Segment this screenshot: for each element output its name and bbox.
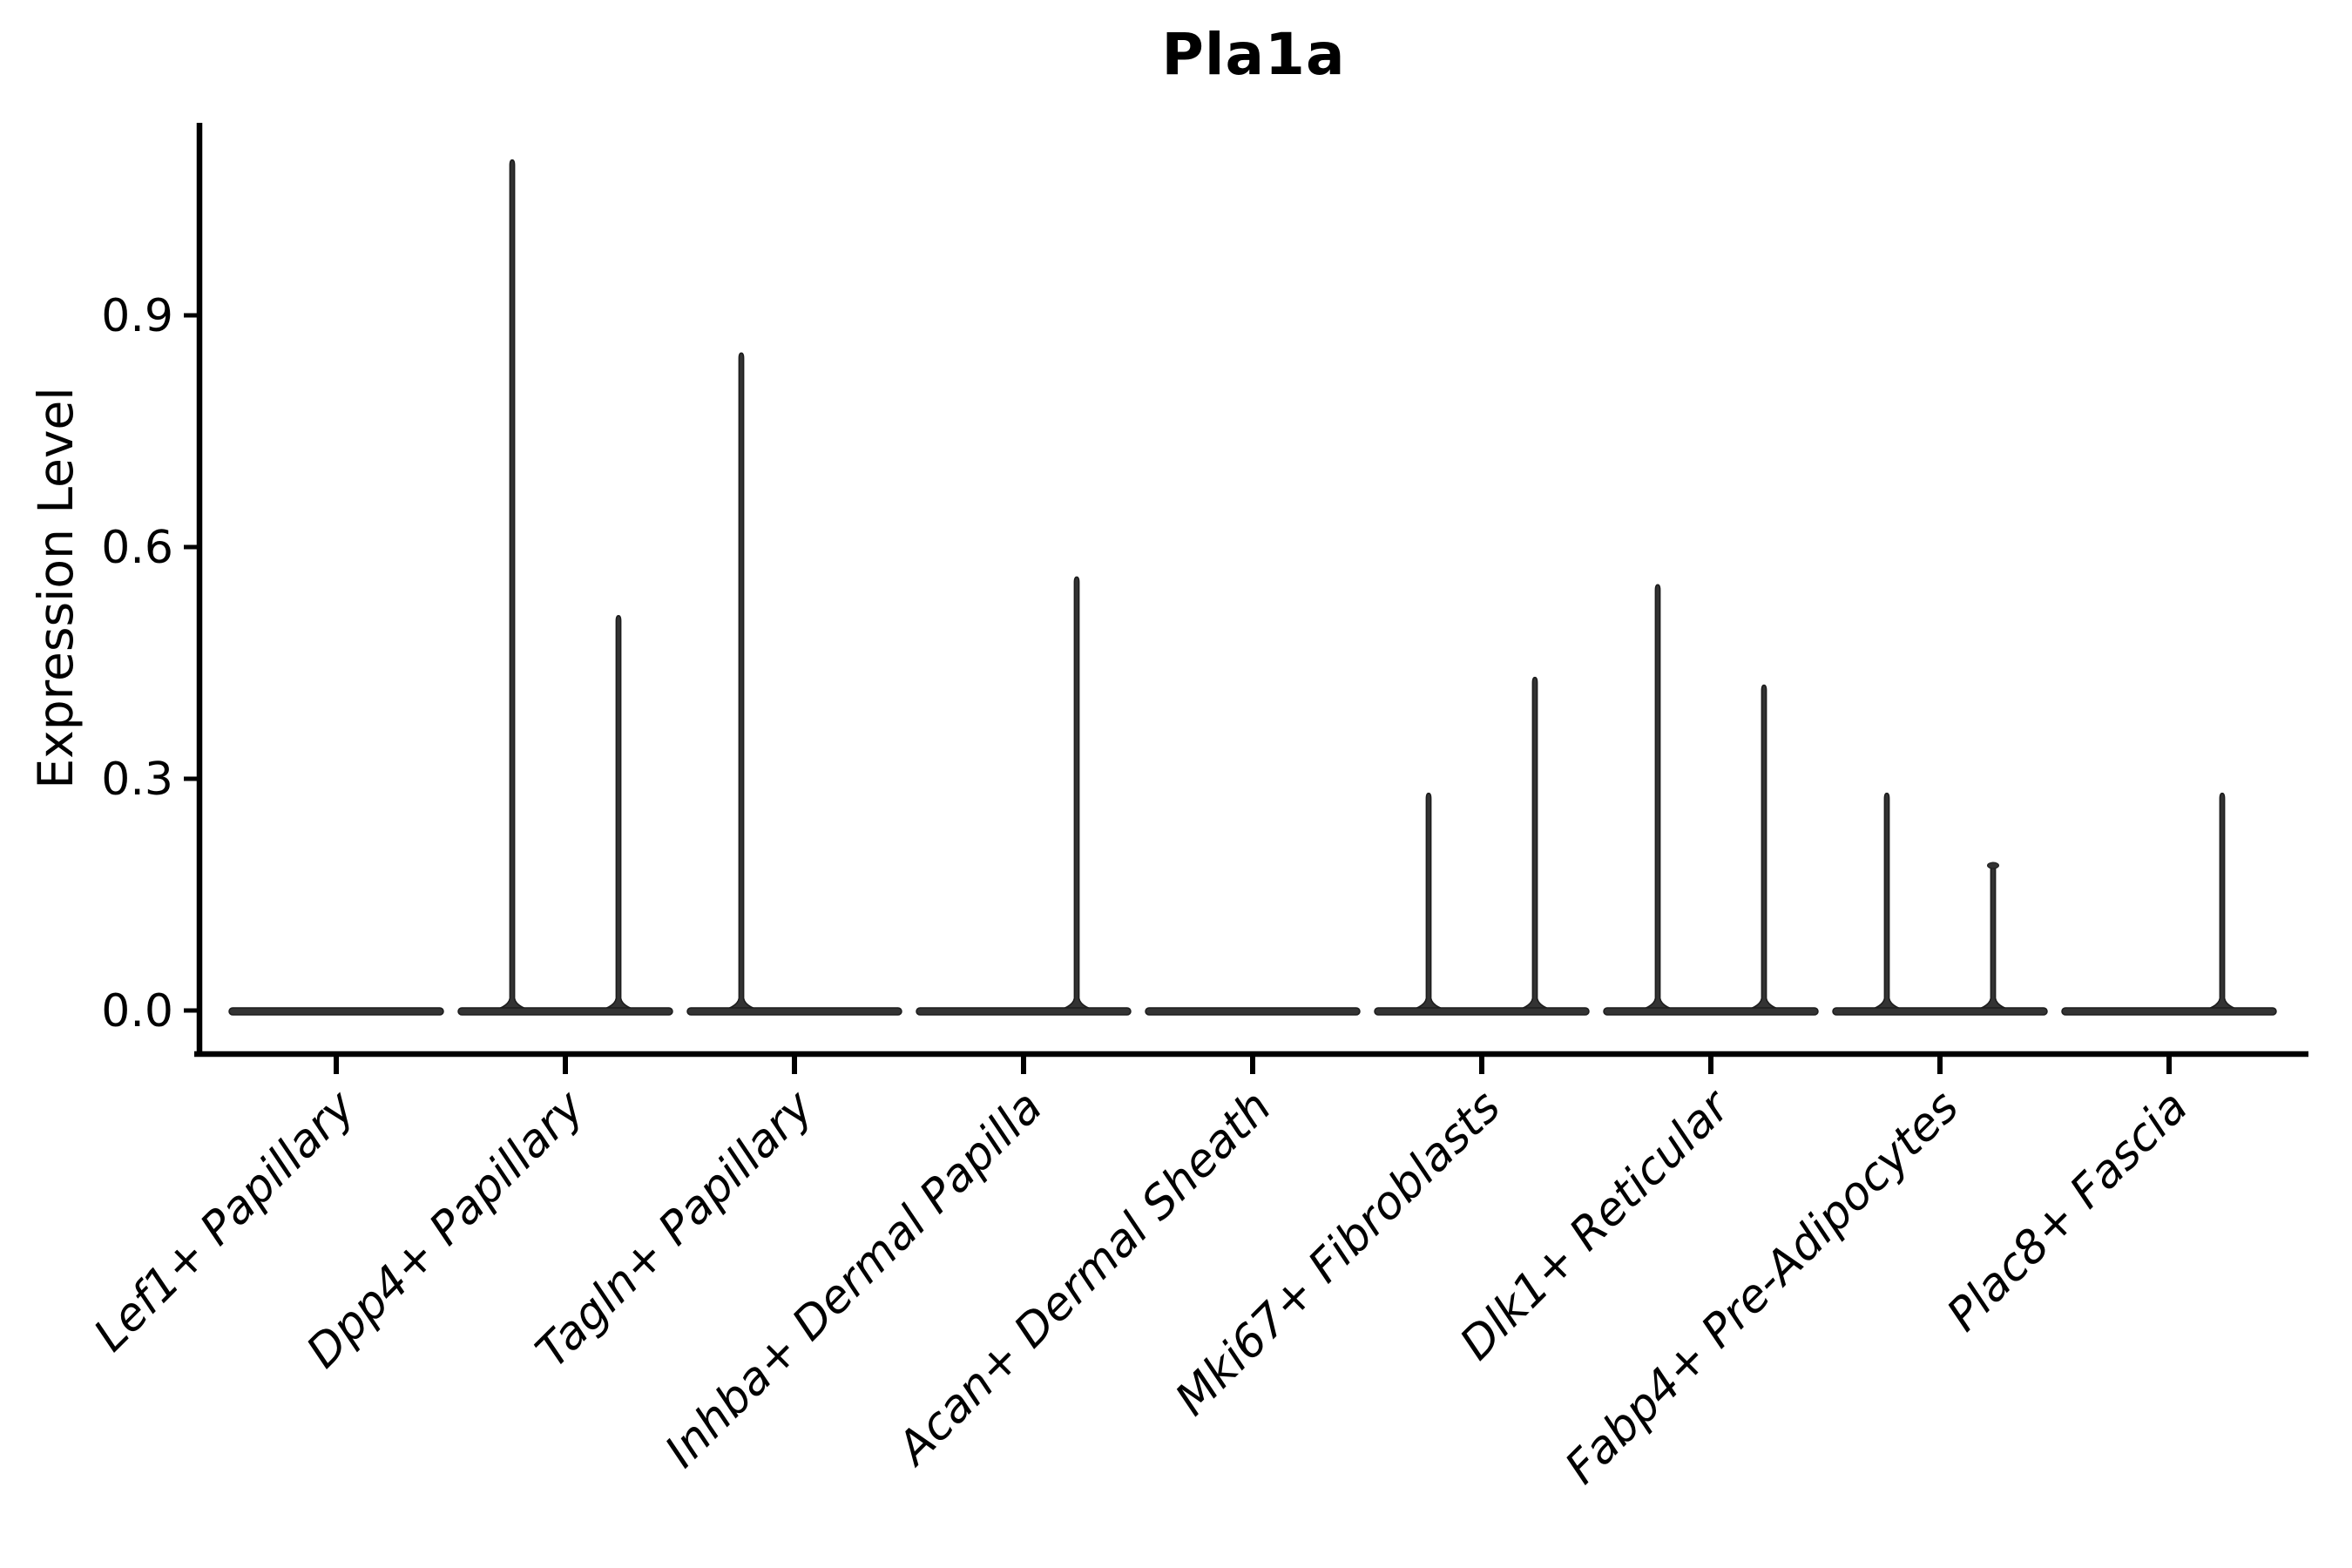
violin-spike bbox=[2195, 792, 2249, 1013]
violin-spike bbox=[485, 159, 539, 1013]
violin-spike bbox=[1966, 862, 2020, 1013]
violin-base bbox=[1603, 1007, 1819, 1016]
violin-spike bbox=[1860, 792, 1914, 1013]
violin-spike bbox=[1402, 792, 1456, 1013]
y-tick-label: 0.6 bbox=[101, 522, 173, 574]
violin-spike bbox=[591, 614, 645, 1013]
violin-spike bbox=[1050, 576, 1104, 1013]
violin-base bbox=[457, 1007, 673, 1016]
x-tick-label: Fabp4+ Pre-Adipocytes bbox=[1556, 1081, 1970, 1495]
y-tick-label: 0.0 bbox=[101, 985, 173, 1037]
violin-base bbox=[1145, 1007, 1361, 1016]
x-tick-label: Plac8+ Fascia bbox=[1937, 1081, 2198, 1342]
violin-base bbox=[1832, 1007, 2048, 1016]
violin-base bbox=[228, 1007, 444, 1016]
violin-spike-cap bbox=[1987, 862, 1999, 869]
y-tick-label: 0.3 bbox=[101, 754, 173, 806]
chart-title: Pla1a bbox=[1161, 21, 1346, 88]
violin-base bbox=[686, 1007, 902, 1016]
violin-base bbox=[916, 1007, 1132, 1016]
violin-spike bbox=[714, 352, 768, 1013]
y-tick-label: 0.9 bbox=[101, 290, 173, 342]
violin-base bbox=[2061, 1007, 2277, 1016]
violin-base bbox=[1374, 1007, 1590, 1016]
violin-spike bbox=[1631, 584, 1685, 1013]
violin-spike bbox=[1508, 676, 1562, 1013]
x-tick-label: Inhba+ Dermal Papilla bbox=[655, 1081, 1052, 1478]
x-tick-label: Acan+ Dermal Sheath bbox=[886, 1081, 1281, 1477]
violin-spike bbox=[1737, 684, 1791, 1013]
